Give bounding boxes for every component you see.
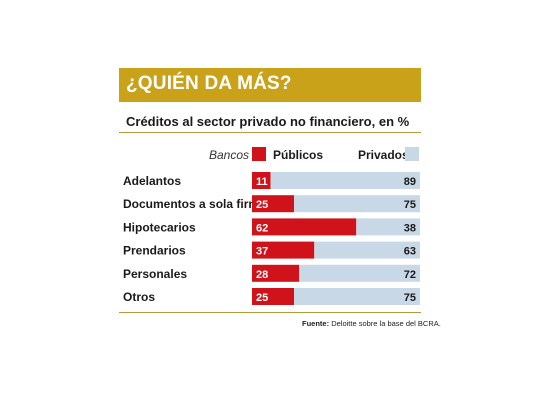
bar-publicos — [252, 241, 315, 259]
bar-publicos — [252, 264, 300, 282]
bar-privados — [356, 218, 420, 236]
bar-privados — [270, 172, 420, 189]
bar-privados — [294, 195, 420, 213]
legend-prefix: Bancos — [209, 148, 250, 162]
value-label-privados: 89 — [404, 176, 416, 188]
category-label: Documentos a sola firma — [123, 197, 266, 211]
category-label: Prendarios — [123, 244, 186, 258]
chart-subtitle: Créditos al sector privado no financiero… — [126, 114, 410, 129]
bar-privados — [299, 264, 420, 282]
chart-title: ¿QUIÉN DA MÁS? — [126, 73, 292, 94]
value-label-privados: 75 — [404, 199, 416, 211]
legend-label-privados: Privados — [358, 148, 409, 162]
legend-swatch-privados — [405, 147, 419, 161]
legend-swatch-publicos — [252, 147, 266, 161]
top-divider — [119, 132, 421, 133]
title-bar: ¿QUIÉN DA MÁS? — [119, 68, 421, 102]
bar-publicos — [252, 172, 271, 189]
value-label-publicos: 37 — [256, 246, 268, 258]
value-label-publicos: 28 — [256, 269, 268, 281]
value-label-privados: 63 — [404, 246, 416, 258]
value-label-privados: 75 — [404, 292, 416, 304]
source-note: Fuente: Deloitte sobre la base del BCRA. — [302, 319, 441, 328]
value-label-publicos: 11 — [256, 176, 268, 188]
bar-publicos — [252, 218, 357, 236]
source-text: Deloitte sobre la base del BCRA. — [331, 319, 441, 328]
category-label: Personales — [123, 267, 187, 281]
bar-privados — [314, 241, 420, 259]
value-label-publicos: 25 — [256, 292, 268, 304]
source-label: Fuente: — [302, 319, 330, 328]
legend-label-publicos: Públicos — [273, 148, 324, 162]
category-label: Otros — [123, 290, 155, 304]
value-label-privados: 72 — [404, 269, 416, 281]
bar-publicos — [252, 195, 294, 213]
category-label: Adelantos — [123, 174, 181, 188]
category-label: Hipotecarios — [123, 220, 196, 234]
value-label-publicos: 25 — [256, 199, 268, 211]
bottom-divider — [119, 312, 421, 313]
bar-publicos — [252, 288, 294, 305]
value-label-publicos: 62 — [256, 222, 268, 234]
bar-privados — [294, 288, 420, 305]
value-label-privados: 38 — [404, 222, 416, 234]
